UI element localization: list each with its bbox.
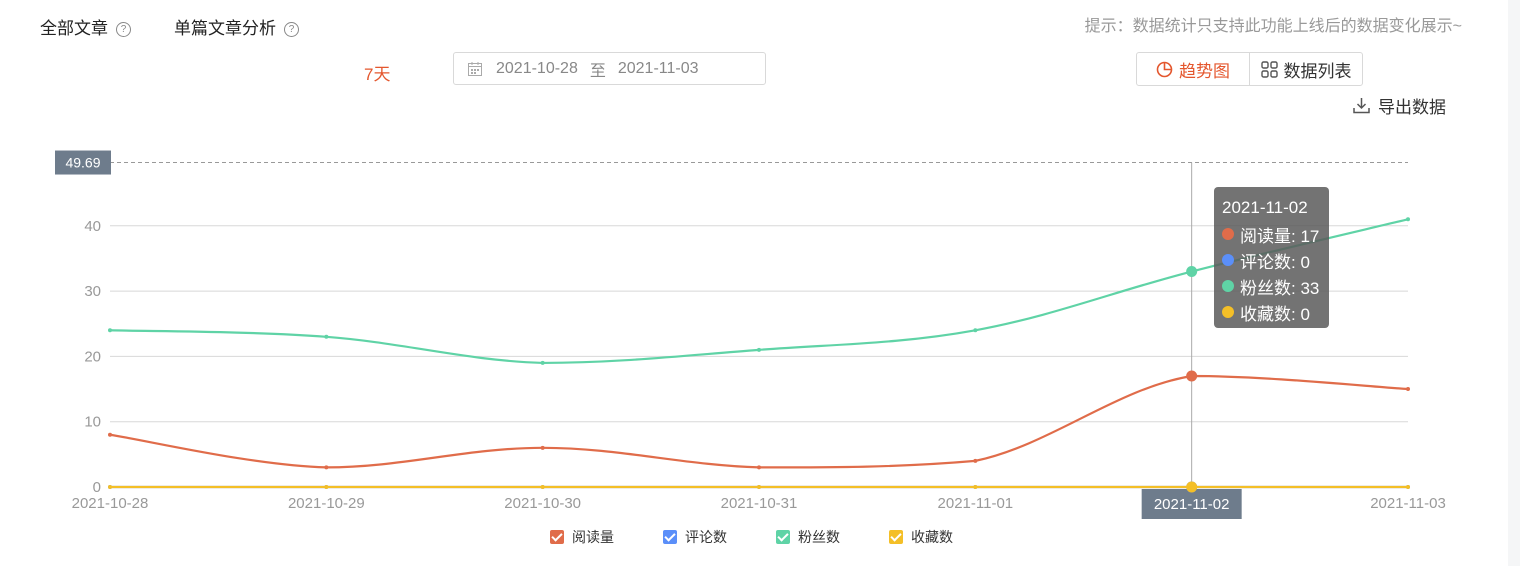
help-icon[interactable]: ? [116, 22, 131, 37]
tooltip-row-text: 粉丝数: 33 [1240, 278, 1320, 298]
tooltip-row: 收藏数: 0 [1222, 299, 1321, 325]
data-point [1186, 370, 1198, 382]
range-7days-button[interactable]: 7天 [364, 65, 391, 84]
tooltip-row-text: 收藏数: 0 [1240, 304, 1310, 324]
date-start: 2021-10-28 [496, 59, 578, 77]
hint-text: 提示：数据统计只支持此功能上线后的数据变化展示~ [1084, 18, 1462, 35]
x-tick-label: 2021-11-02 [1154, 496, 1230, 513]
y-tick-label: 10 [84, 414, 101, 431]
data-point [324, 334, 329, 339]
legend-label: 评论数 [685, 529, 727, 545]
export-label: 导出数据 [1378, 98, 1446, 117]
marker-value-label: 49.69 [65, 155, 100, 171]
download-icon [1353, 98, 1370, 114]
tab-single-article[interactable]: 单篇文章分析? [174, 14, 299, 39]
y-tick-label: 40 [84, 218, 101, 235]
date-range-picker[interactable]: 2021-10-28 至 2021-11-03 [453, 52, 766, 85]
x-tick-label: 2021-11-01 [938, 495, 1014, 512]
table-view-label: 数据列表 [1283, 61, 1352, 81]
legend-label: 收藏数 [911, 529, 953, 545]
data-point [973, 458, 978, 463]
x-tick-label: 2021-10-29 [288, 495, 365, 512]
data-point [108, 328, 112, 333]
series-dot-icon [1222, 280, 1234, 292]
tab-all-articles-label: 全部文章 [40, 19, 108, 38]
data-point [1406, 485, 1410, 489]
legend-item-fans[interactable]: 粉丝数 [776, 527, 840, 547]
data-point [1186, 481, 1198, 493]
data-point [540, 445, 545, 450]
tooltip-row: 阅读量: 17 [1222, 221, 1321, 247]
legend: 阅读量 评论数 粉丝数 收藏数 [550, 527, 1002, 547]
checkbox-icon [663, 530, 677, 544]
date-end: 2021-11-03 [617, 59, 699, 77]
series-dot-icon [1222, 228, 1234, 240]
data-point [757, 465, 761, 470]
data-point [108, 432, 112, 437]
data-point [757, 485, 761, 489]
tooltip-row: 评论数: 0 [1222, 247, 1321, 273]
data-point [324, 465, 329, 470]
legend-label: 粉丝数 [798, 529, 840, 545]
x-tick-label: 2021-10-31 [721, 495, 798, 512]
data-point [324, 485, 329, 489]
y-tick-label: 0 [93, 479, 101, 496]
tooltip-row: 粉丝数: 33 [1222, 273, 1321, 299]
date-separator: 至 [589, 62, 606, 80]
tab-all-articles[interactable]: 全部文章? [40, 14, 131, 39]
data-point [540, 485, 545, 489]
trend-view-button[interactable]: 趋势图 [1137, 53, 1250, 85]
tooltip-row-text: 评论数: 0 [1240, 252, 1310, 272]
tab-single-article-label: 单篇文章分析 [174, 19, 276, 38]
marker-badge [55, 150, 111, 175]
legend-item-collect[interactable]: 收藏数 [889, 527, 953, 547]
series-dot-icon [1222, 306, 1234, 318]
data-point [108, 485, 112, 489]
data-point [757, 347, 761, 352]
trend-view-label: 趋势图 [1179, 61, 1230, 81]
grid-icon [1260, 60, 1278, 78]
calendar-icon [468, 61, 482, 76]
help-icon[interactable]: ? [284, 22, 299, 37]
table-view-button[interactable]: 数据列表 [1250, 53, 1362, 85]
data-point [1406, 387, 1410, 392]
pie-chart-icon [1156, 61, 1173, 77]
x-tick-label: 2021-10-28 [72, 495, 149, 512]
checkbox-icon [776, 530, 790, 544]
data-point [1406, 217, 1410, 222]
data-point [1186, 266, 1198, 278]
export-button[interactable]: 导出数据 [1353, 93, 1446, 118]
legend-item-comment[interactable]: 评论数 [663, 527, 727, 547]
legend-item-read[interactable]: 阅读量 [550, 527, 614, 547]
tooltip-row-text: 阅读量: 17 [1240, 226, 1320, 246]
chart-tooltip: 2021-11-02 阅读量: 17 评论数: 0 粉丝数: 33 收藏数: 0 [1214, 187, 1329, 328]
data-point [973, 485, 978, 489]
checkbox-icon [550, 530, 564, 544]
legend-label: 阅读量 [572, 529, 614, 545]
y-tick-label: 30 [84, 283, 101, 300]
tooltip-date: 2021-11-02 [1222, 198, 1308, 217]
data-point [540, 360, 545, 365]
checkbox-icon [889, 530, 903, 544]
x-tick-label: 2021-11-03 [1370, 495, 1446, 512]
x-highlight-badge [1141, 489, 1242, 519]
x-tick-label: 2021-10-30 [504, 495, 581, 512]
view-toggle: 趋势图 数据列表 [1136, 52, 1363, 86]
series-dot-icon [1222, 254, 1234, 266]
data-point [973, 328, 978, 333]
y-tick-label: 20 [84, 348, 101, 365]
